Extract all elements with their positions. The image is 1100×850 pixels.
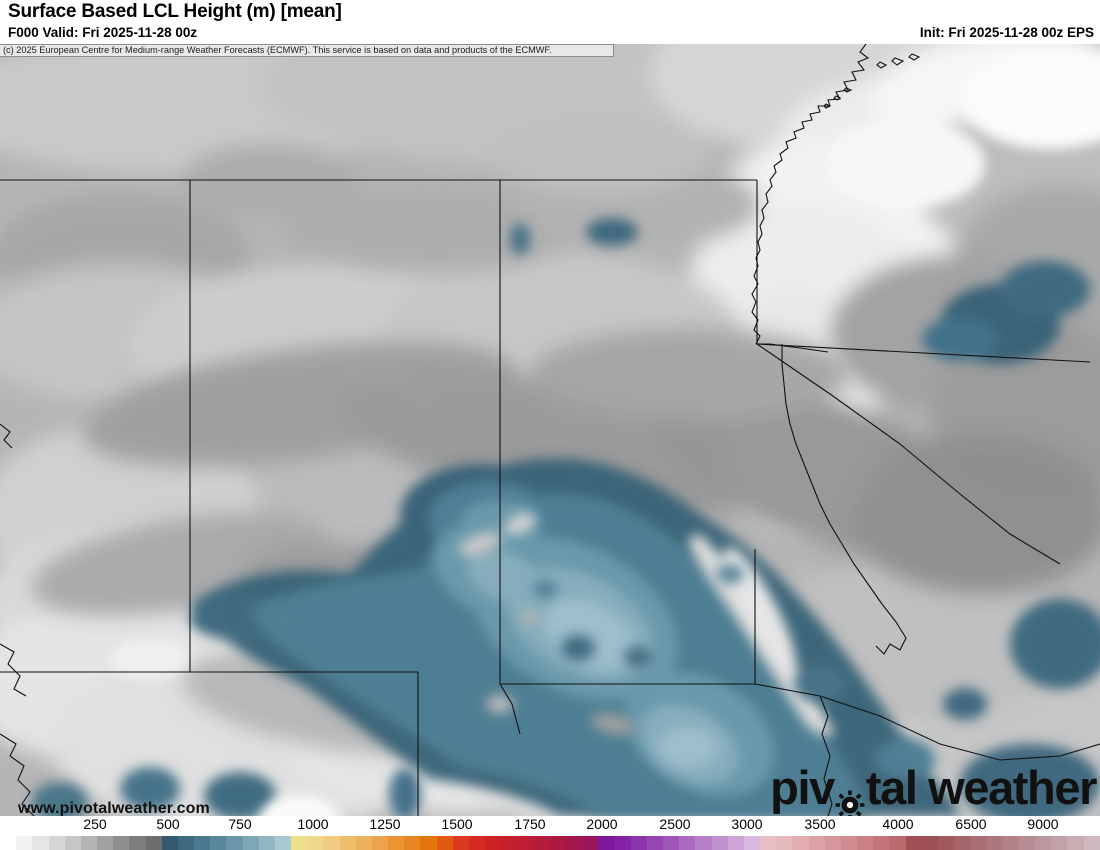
- colorbar-swatch: [501, 836, 518, 850]
- colorbar-tick-label: 2500: [659, 816, 691, 832]
- colorbar-swatch: [339, 836, 356, 850]
- colorbar-swatch: [921, 836, 938, 850]
- logo-text-post: tal weather: [865, 761, 1098, 814]
- colorbar-swatch: [533, 836, 550, 850]
- colorbar-swatch: [970, 836, 987, 850]
- colorbar-swatch: [937, 836, 955, 850]
- colorbar-swatch: [452, 836, 469, 850]
- page-title: Surface Based LCL Height (m) [mean]: [8, 1, 342, 22]
- colorbar-swatch: [242, 836, 259, 850]
- colorbar-swatch: [388, 836, 405, 850]
- colorbar: 250 500 750 1000 1250 1500 1750 2000 2500 3000 350…: [0, 816, 1100, 850]
- colorbar-swatch: [889, 836, 906, 850]
- colorbar-tick-label: 9000: [1027, 816, 1059, 832]
- colorbar-swatch: [808, 836, 825, 850]
- colorbar-swatch: [1051, 836, 1068, 850]
- colorbar-swatch: [711, 836, 728, 850]
- colorbar-swatch: [598, 836, 615, 850]
- colorbar-swatch: [986, 836, 1003, 850]
- colorbar-swatch: [792, 836, 809, 850]
- colorbar-swatch: [630, 836, 647, 850]
- colorbar-swatch: [727, 836, 744, 850]
- logo-text-pre: piv: [770, 761, 835, 814]
- colorbar-tick-label: 2000: [586, 816, 618, 832]
- colorbar-tick-labels: 250 500 750 1000 1250 1500 1750 2000 2500 3000 350…: [0, 816, 1100, 834]
- colorbar-swatch: [614, 836, 631, 850]
- colorbar-swatch: [840, 836, 858, 850]
- colorbar-tick-label: 3000: [731, 816, 763, 832]
- colorbar-swatch: [0, 836, 17, 850]
- colorbar-swatch: [857, 836, 874, 850]
- colorbar-swatch: [663, 836, 680, 850]
- colorbar-tick-label: 1500: [441, 816, 473, 832]
- colorbar-tick-label: 1250: [369, 816, 401, 832]
- colorbar-tick-label: 1750: [514, 816, 546, 832]
- colorbar-swatch: [824, 836, 841, 850]
- colorbar-swatch: [873, 836, 890, 850]
- colorbar-swatch: [64, 836, 81, 850]
- init-time-label: Init: Fri 2025-11-28 00z EPS: [919, 25, 1094, 40]
- pivotal-weather-logo: piv: [770, 761, 1098, 816]
- colorbar-swatch: [1035, 836, 1052, 850]
- colorbar-swatch: [129, 836, 146, 850]
- colorbar-swatch: [436, 836, 453, 850]
- colorbar-swatch: [517, 836, 534, 850]
- colorbar-swatch: [161, 836, 178, 850]
- colorbar-swatch: [468, 836, 486, 850]
- colorbar-swatch: [194, 836, 211, 850]
- colorbar-swatch: [323, 836, 340, 850]
- colorbar-swatch: [16, 836, 33, 850]
- site-url-watermark: www.pivotalweather.com: [18, 800, 210, 816]
- colorbar-swatch: [549, 836, 567, 850]
- ecmwf-attribution: (c) 2025 European Centre for Medium-rang…: [0, 44, 614, 57]
- colorbar-swatch: [582, 836, 599, 850]
- colorbar-swatch: [420, 836, 437, 850]
- colorbar-swatches: [0, 836, 1100, 850]
- colorbar-swatch: [258, 836, 275, 850]
- colorbar-swatch: [32, 836, 49, 850]
- colorbar-swatch: [274, 836, 292, 850]
- colorbar-swatch: [743, 836, 761, 850]
- map-canvas[interactable]: www.pivotalweather.com piv: [0, 44, 1100, 816]
- colorbar-swatch: [1002, 836, 1019, 850]
- map-header: Surface Based LCL Height (m) [mean] F000…: [0, 0, 1100, 48]
- colorbar-swatch: [679, 836, 696, 850]
- colorbar-swatch: [1067, 836, 1084, 850]
- colorbar-swatch: [307, 836, 324, 850]
- sun-icon: [835, 778, 865, 816]
- colorbar-swatch: [1018, 836, 1035, 850]
- colorbar-swatch: [210, 836, 227, 850]
- colorbar-tick-label: 6500: [955, 816, 987, 832]
- colorbar-tick-label: 500: [156, 816, 180, 832]
- colorbar-swatch: [1083, 836, 1100, 850]
- colorbar-swatch: [404, 836, 421, 850]
- colorbar-tick-label: 1000: [297, 816, 329, 832]
- colorbar-swatch: [695, 836, 712, 850]
- colorbar-swatch: [371, 836, 389, 850]
- colorbar-swatch: [226, 836, 243, 850]
- valid-time-label: F000 Valid: Fri 2025-11-28 00z: [8, 25, 198, 40]
- colorbar-swatch: [485, 836, 502, 850]
- colorbar-swatch: [760, 836, 777, 850]
- colorbar-tick-label: 4000: [882, 816, 914, 832]
- colorbar-swatch: [355, 836, 372, 850]
- colorbar-swatch: [48, 836, 65, 850]
- colorbar-swatch: [177, 836, 195, 850]
- map-contour-layer: [0, 44, 1100, 816]
- colorbar-swatch: [291, 836, 308, 850]
- colorbar-tick-label: 3500: [804, 816, 836, 832]
- colorbar-tick-label: 750: [228, 816, 252, 832]
- colorbar-swatch: [80, 836, 98, 850]
- colorbar-swatch: [113, 836, 130, 850]
- colorbar-swatch: [954, 836, 971, 850]
- colorbar-swatch: [646, 836, 664, 850]
- colorbar-swatch: [97, 836, 114, 850]
- colorbar-tick-label: 250: [83, 816, 107, 832]
- colorbar-swatch: [145, 836, 162, 850]
- colorbar-swatch: [566, 836, 583, 850]
- colorbar-swatch: [776, 836, 793, 850]
- colorbar-swatch: [905, 836, 922, 850]
